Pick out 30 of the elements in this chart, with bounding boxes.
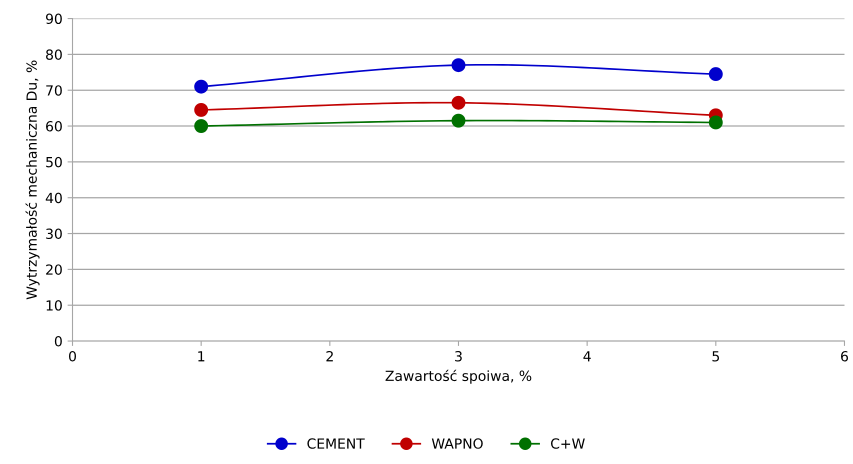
y-tick-label: 50 bbox=[46, 156, 62, 168]
point bbox=[708, 67, 723, 82]
point bbox=[194, 80, 208, 94]
point bbox=[194, 119, 208, 133]
y-tick-label: 30 bbox=[46, 228, 62, 240]
x-tick-label: 2 bbox=[326, 351, 333, 362]
y-tick-label: 20 bbox=[46, 264, 62, 275]
y-tick-label: 70 bbox=[46, 85, 62, 96]
y-tick-label: 10 bbox=[46, 300, 62, 311]
legend-label: C+W bbox=[550, 438, 585, 449]
point bbox=[452, 114, 466, 128]
point bbox=[708, 116, 723, 130]
x-tick-label: 5 bbox=[712, 351, 720, 362]
legend-label: CEMENT bbox=[307, 438, 365, 449]
point bbox=[194, 102, 208, 117]
y-tick-label: 0 bbox=[54, 336, 62, 347]
y-axis-title: Wytrzymałość mechaniczna Du, % bbox=[26, 60, 40, 300]
y-tick-label: 60 bbox=[46, 121, 62, 132]
x-axis-title: Zawartość spoiwa, % bbox=[386, 370, 532, 384]
x-tick-label: 1 bbox=[198, 351, 204, 362]
x-tick-label: 6 bbox=[841, 351, 848, 362]
legend-label: WAPNO bbox=[432, 438, 483, 449]
y-tick-label: 40 bbox=[46, 192, 62, 204]
x-tick-label: 4 bbox=[583, 351, 591, 362]
point bbox=[452, 58, 466, 72]
point bbox=[452, 96, 466, 110]
x-tick-label: 0 bbox=[69, 351, 76, 362]
y-tick-label: 80 bbox=[46, 49, 62, 60]
y-tick-label: 90 bbox=[46, 14, 62, 24]
x-tick-label: 3 bbox=[455, 351, 462, 362]
